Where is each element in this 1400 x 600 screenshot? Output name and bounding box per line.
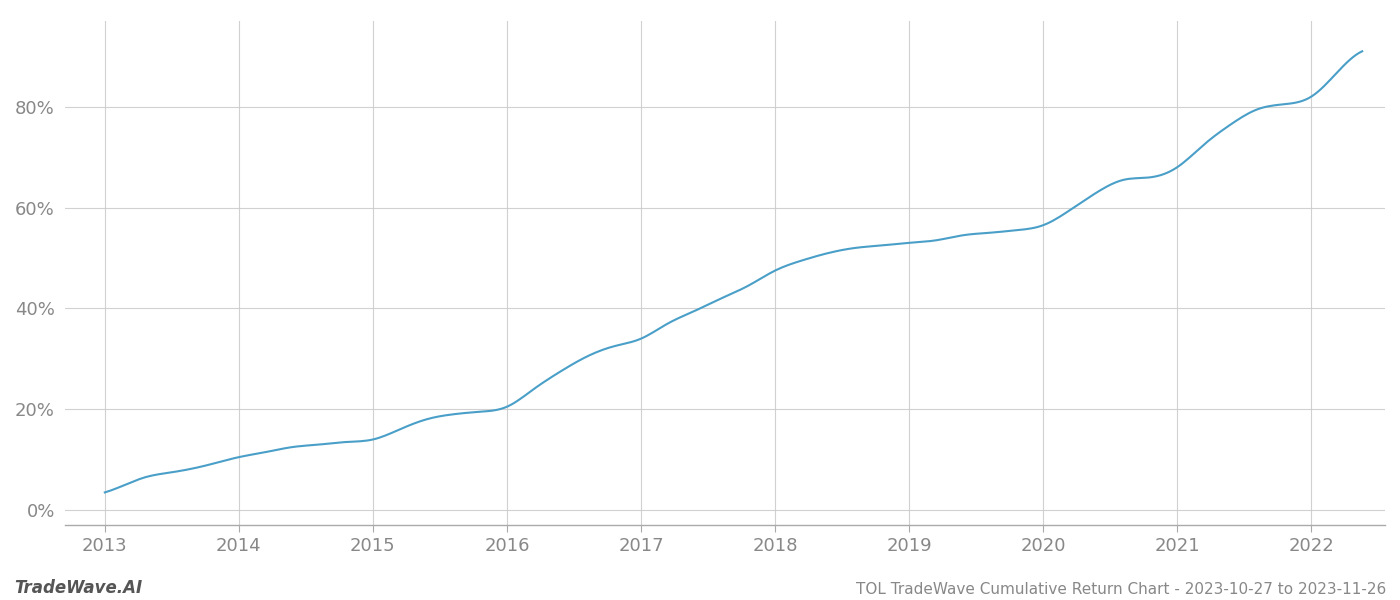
Text: TradeWave.AI: TradeWave.AI <box>14 579 143 597</box>
Text: TOL TradeWave Cumulative Return Chart - 2023-10-27 to 2023-11-26: TOL TradeWave Cumulative Return Chart - … <box>855 582 1386 597</box>
